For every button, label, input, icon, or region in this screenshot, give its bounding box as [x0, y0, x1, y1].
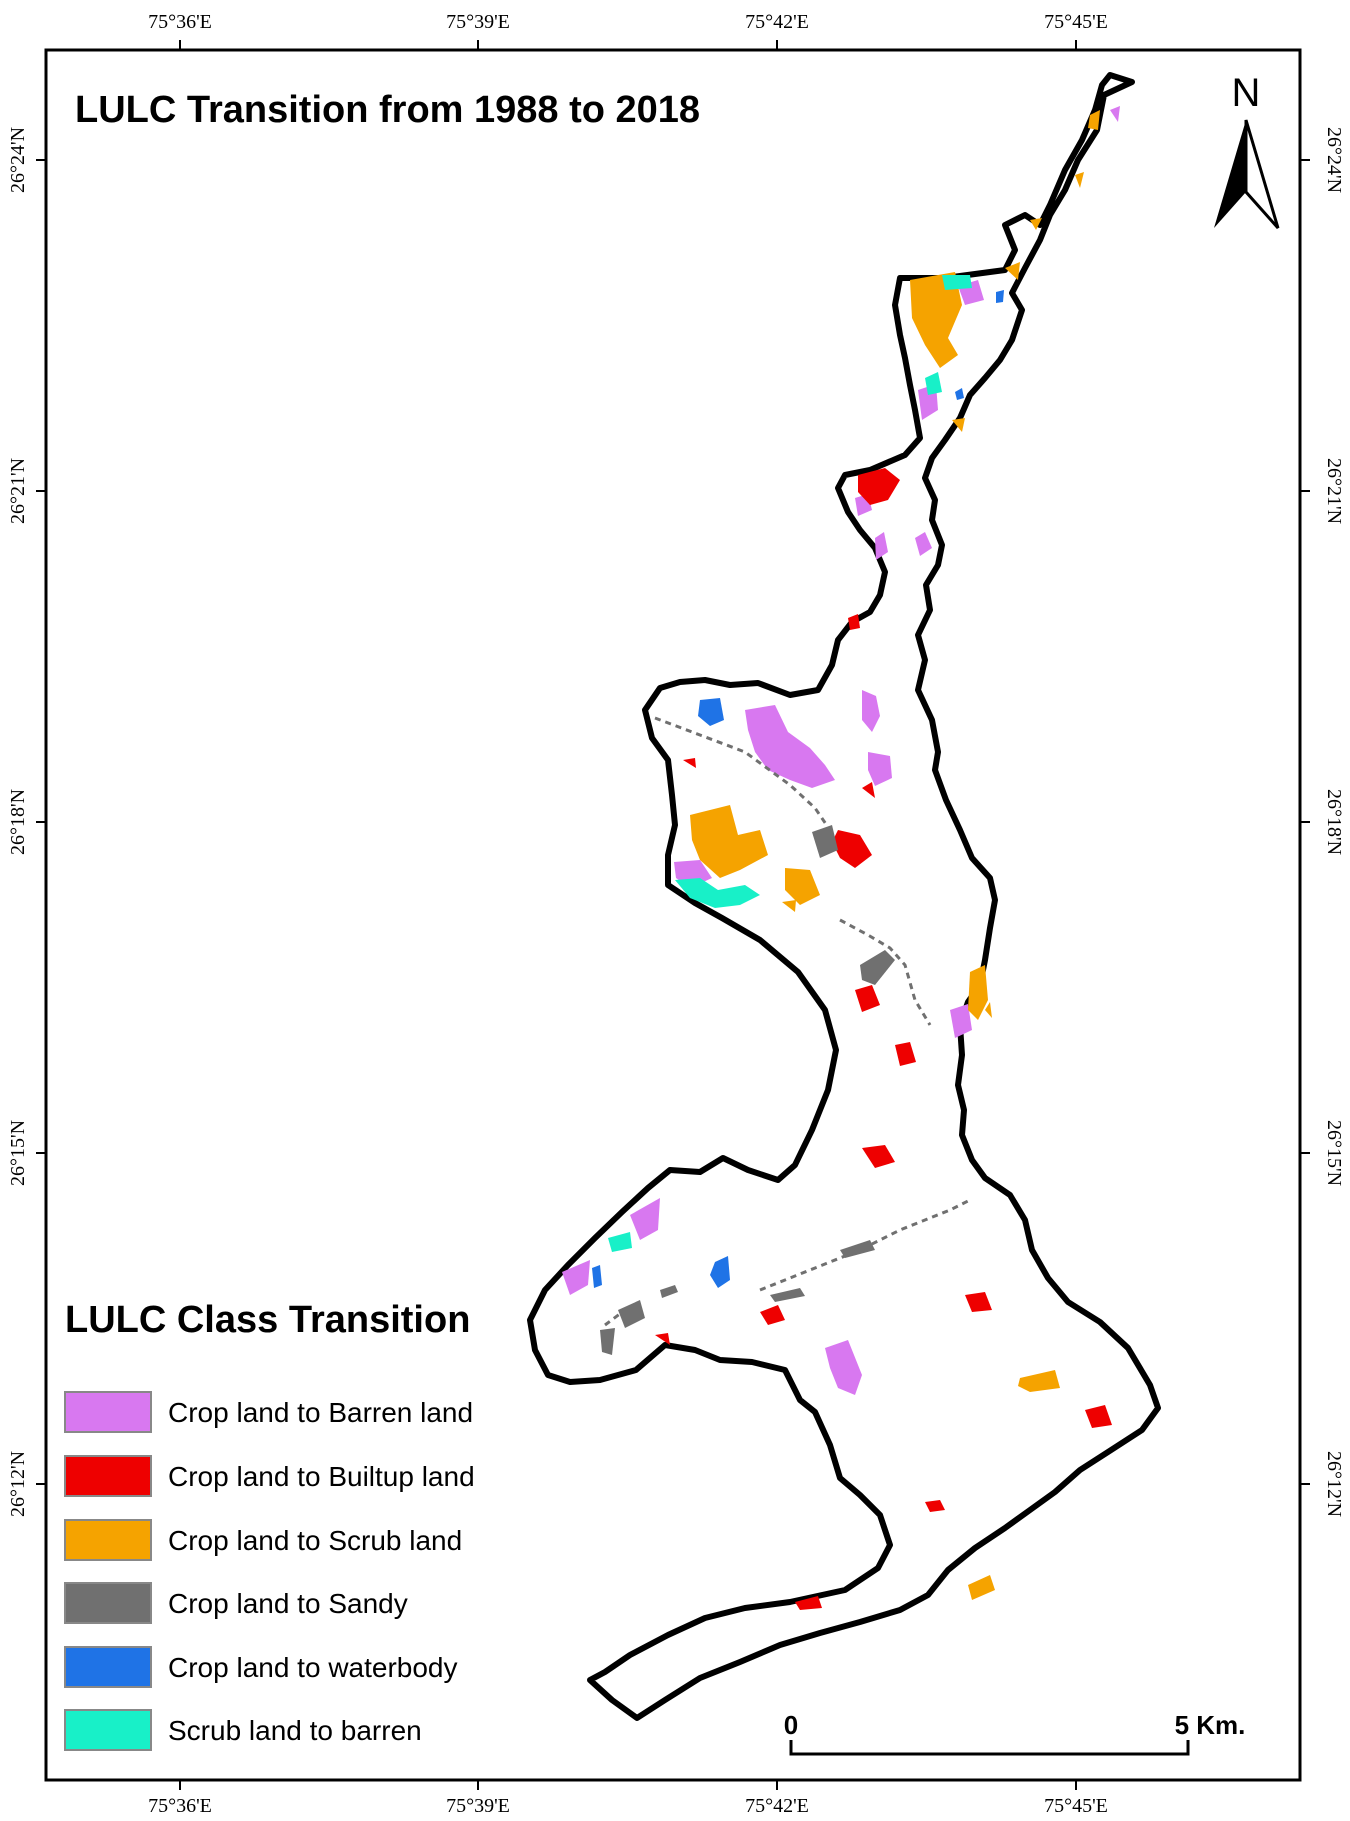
scale-bar-start-label: 0: [784, 1710, 798, 1740]
scale-bar-end-label: 5 Km.: [1175, 1710, 1246, 1740]
legend-swatch-scrub: [64, 1519, 152, 1561]
lon-tick-top: 75°42'E: [745, 11, 809, 33]
lat-tick-left: 26°24'N: [7, 127, 29, 193]
lat-tick-right: 26°15'N: [1323, 1120, 1345, 1186]
map-title: LULC Transition from 1988 to 2018: [75, 89, 700, 131]
legend-item: Crop land to Builtup land: [64, 1455, 475, 1497]
graticule-ticks: [36, 40, 1310, 1790]
lon-tick-bottom: 75°45'E: [1044, 1795, 1108, 1817]
lat-tick-right: 26°21'N: [1323, 458, 1345, 524]
lat-tick-right: 26°18'N: [1323, 789, 1345, 855]
legend-label: Crop land to Builtup land: [168, 1461, 475, 1492]
lon-tick-bottom: 75°39'E: [446, 1795, 510, 1817]
legend-swatch-scrub-to-barren: [64, 1709, 152, 1751]
legend-item: Crop land to Scrub land: [64, 1519, 462, 1561]
sandy-trails: [604, 716, 971, 1327]
lat-tick-left: 26°12'N: [7, 1451, 29, 1517]
lon-tick-top: 75°39'E: [446, 11, 510, 33]
north-label: N: [1232, 71, 1261, 115]
lon-tick-top: 75°36'E: [148, 11, 212, 33]
north-arrow-icon: N: [1214, 71, 1280, 229]
lat-tick-left: 26°15'N: [7, 1120, 29, 1186]
legend-item: Crop land to Barren land: [64, 1391, 473, 1433]
legend-label: Crop land to waterbody: [168, 1652, 458, 1683]
transition-patches: [562, 106, 1120, 1610]
legend-label: Scrub land to barren: [168, 1715, 422, 1746]
study-area-boundary: [527, 72, 1161, 1721]
legend-label: Crop land to Barren land: [168, 1397, 473, 1428]
patches-crop-to-waterbody: [592, 290, 1004, 1288]
legend-item: Crop land to waterbody: [64, 1646, 458, 1688]
lat-tick-right: 26°12'N: [1323, 1451, 1345, 1517]
lat-tick-right: 26°24'N: [1323, 127, 1345, 193]
lon-tick-bottom: 75°42'E: [745, 1795, 809, 1817]
legend-swatch-waterbody: [64, 1646, 152, 1688]
legend-title: LULC Class Transition: [65, 1299, 470, 1341]
scale-bar: 0 5 Km.: [784, 1710, 1246, 1756]
legend-label: Crop land to Scrub land: [168, 1525, 462, 1556]
patches-crop-to-scrub: [690, 110, 1100, 1600]
legend-item: Scrub land to barren: [64, 1709, 422, 1751]
legend: LULC Class Transition Crop land to Barre…: [64, 1299, 475, 1751]
legend-label: Crop land to Sandy: [168, 1588, 408, 1619]
legend-item: Crop land to Sandy: [64, 1582, 408, 1624]
legend-swatch-sandy: [64, 1582, 152, 1624]
map-frame: [44, 48, 1302, 1782]
legend-swatch-builtup: [64, 1455, 152, 1497]
lat-tick-left: 26°21'N: [7, 458, 29, 524]
legend-swatch-barren: [64, 1391, 152, 1433]
patches-crop-to-builtup: [655, 468, 1112, 1610]
patches-scrub-to-barren: [608, 275, 972, 1252]
lon-tick-top: 75°45'E: [1044, 11, 1108, 33]
lat-tick-left: 26°18'N: [7, 789, 29, 855]
lon-tick-bottom: 75°36'E: [148, 1795, 212, 1817]
patches-crop-to-sandy: [600, 825, 895, 1355]
